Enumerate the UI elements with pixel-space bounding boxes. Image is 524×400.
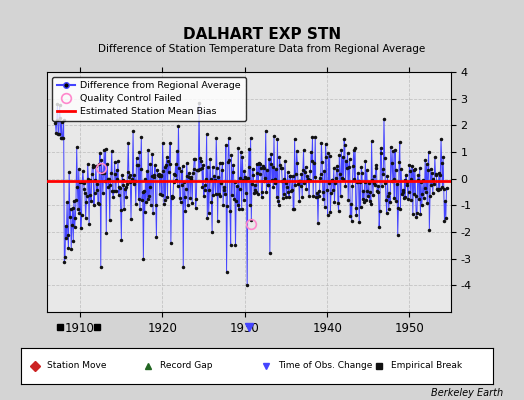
Text: Station Move: Station Move	[47, 362, 106, 370]
Text: DALHART EXP STN: DALHART EXP STN	[183, 27, 341, 42]
Legend: Difference from Regional Average, Quality Control Failed, Estimated Station Mean: Difference from Regional Average, Qualit…	[52, 77, 246, 121]
Text: Difference of Station Temperature Data from Regional Average: Difference of Station Temperature Data f…	[99, 44, 425, 54]
Text: Time of Obs. Change: Time of Obs. Change	[278, 362, 373, 370]
Text: Berkeley Earth: Berkeley Earth	[431, 388, 503, 398]
Text: Record Gap: Record Gap	[160, 362, 213, 370]
Text: Empirical Break: Empirical Break	[391, 362, 462, 370]
